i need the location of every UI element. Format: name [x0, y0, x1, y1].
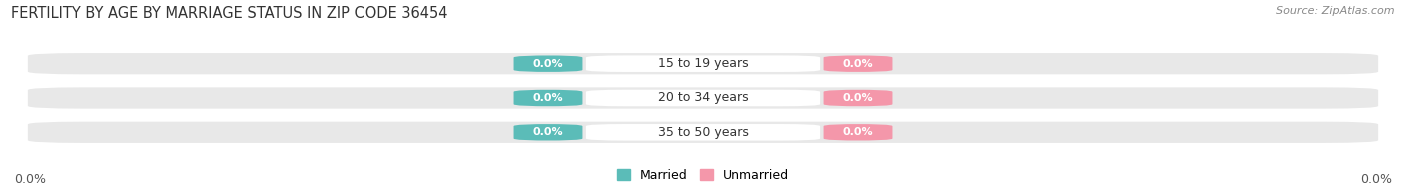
Text: 0.0%: 0.0% — [14, 173, 46, 186]
FancyBboxPatch shape — [28, 53, 1378, 74]
Text: 35 to 50 years: 35 to 50 years — [658, 126, 748, 139]
Legend: Married, Unmarried: Married, Unmarried — [617, 169, 789, 182]
Text: FERTILITY BY AGE BY MARRIAGE STATUS IN ZIP CODE 36454: FERTILITY BY AGE BY MARRIAGE STATUS IN Z… — [11, 6, 447, 21]
FancyBboxPatch shape — [513, 124, 582, 141]
FancyBboxPatch shape — [586, 124, 820, 141]
Text: 0.0%: 0.0% — [533, 59, 564, 69]
FancyBboxPatch shape — [28, 122, 1378, 143]
Text: 0.0%: 0.0% — [533, 93, 564, 103]
FancyBboxPatch shape — [824, 90, 893, 106]
Text: 0.0%: 0.0% — [533, 127, 564, 137]
Text: 15 to 19 years: 15 to 19 years — [658, 57, 748, 70]
FancyBboxPatch shape — [513, 90, 582, 106]
FancyBboxPatch shape — [513, 55, 582, 72]
Text: 0.0%: 0.0% — [842, 59, 873, 69]
Text: 0.0%: 0.0% — [1360, 173, 1392, 186]
FancyBboxPatch shape — [824, 55, 893, 72]
FancyBboxPatch shape — [586, 90, 820, 106]
Text: 20 to 34 years: 20 to 34 years — [658, 92, 748, 104]
FancyBboxPatch shape — [824, 124, 893, 141]
Text: 0.0%: 0.0% — [842, 93, 873, 103]
Text: Source: ZipAtlas.com: Source: ZipAtlas.com — [1277, 6, 1395, 16]
FancyBboxPatch shape — [586, 55, 820, 72]
Text: 0.0%: 0.0% — [842, 127, 873, 137]
FancyBboxPatch shape — [28, 87, 1378, 109]
